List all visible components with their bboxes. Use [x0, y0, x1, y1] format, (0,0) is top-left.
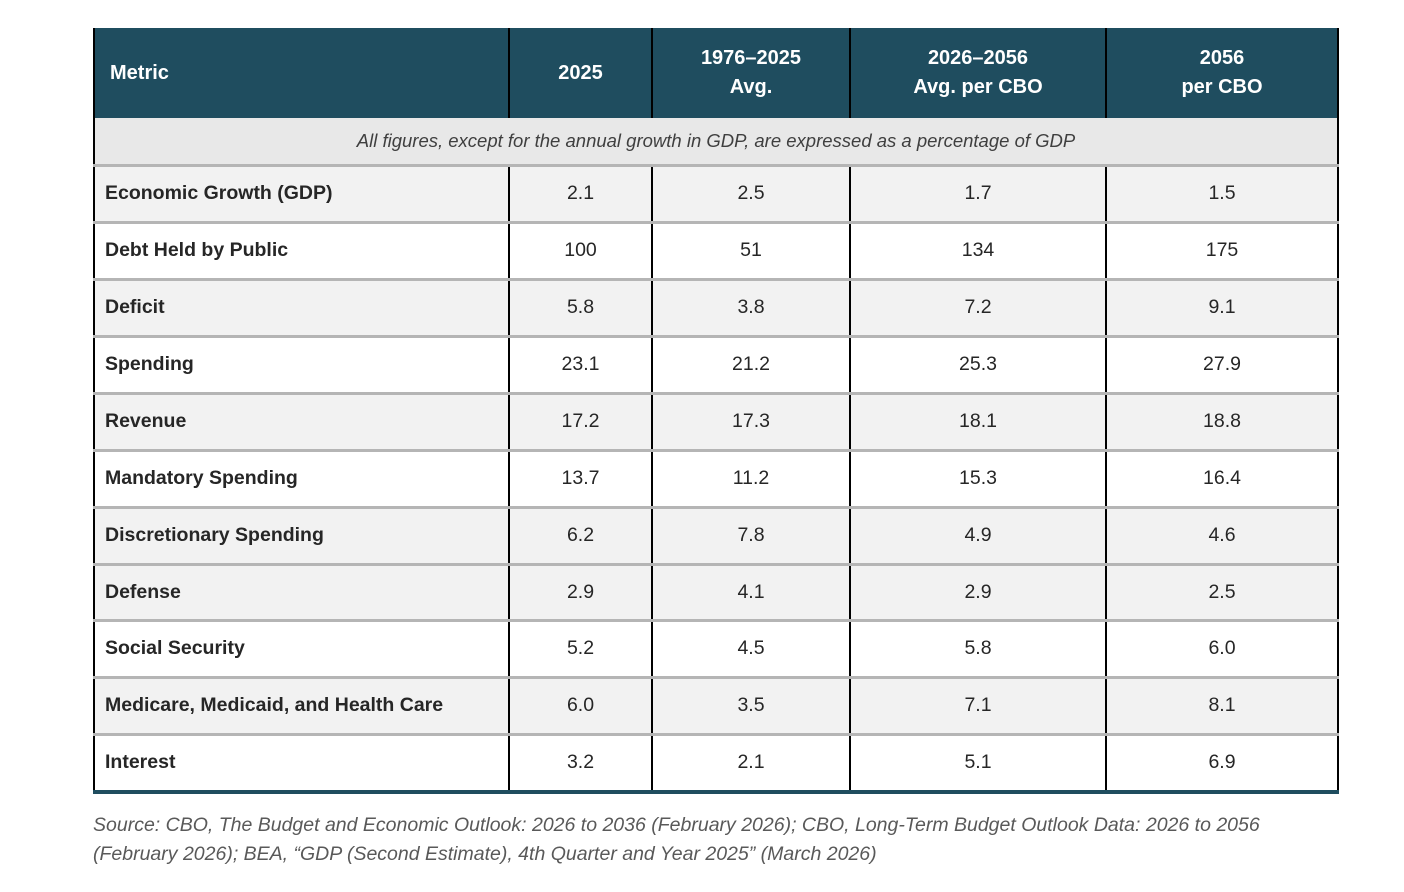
table-header: Metric 2025 1976–2025 Avg. 2026–2056 Avg… [94, 28, 1338, 118]
value-cell: 25.3 [849, 334, 1106, 394]
source-citation: Source: CBO, The Budget and Economic Out… [93, 814, 1260, 866]
value-cell: 4.1 [651, 562, 850, 621]
table-row: Mandatory Spending 13.7 11.2 15.3 16.4 [94, 448, 1338, 508]
column-header-label: 2025 [558, 61, 603, 84]
value-cell: 5.1 [849, 733, 1106, 793]
metric-cell: Revenue [94, 391, 509, 451]
metric-cell: Interest [94, 733, 509, 793]
table-row: Discretionary Spending 6.2 7.8 4.9 4.6 [94, 505, 1338, 564]
value-cell: 9.1 [1105, 277, 1338, 337]
value-cell: 100 [508, 220, 652, 280]
value-cell: 15.3 [849, 448, 1106, 508]
metric-label: Mandatory Spending [105, 466, 298, 489]
value-cell: 23.1 [508, 334, 652, 394]
value-cell: 3.2 [508, 733, 652, 793]
value-cell: 7.8 [651, 505, 850, 564]
value-cell: 17.2 [508, 391, 652, 451]
table-row: Defense 2.9 4.1 2.9 2.5 [94, 562, 1338, 621]
table-row: Interest 3.2 2.1 5.1 6.9 [94, 733, 1338, 793]
value-cell: 3.5 [651, 676, 850, 735]
value-cell: 5.2 [508, 619, 652, 678]
value-cell: 51 [651, 220, 850, 280]
value-cell: 4.6 [1105, 505, 1338, 564]
value-cell: 7.2 [849, 277, 1106, 337]
value-cell: 2.5 [651, 164, 850, 223]
metric-label: Deficit [105, 295, 165, 318]
metric-cell: Deficit [94, 277, 509, 337]
column-header-label: 2056 [1199, 47, 1245, 69]
metric-cell: Economic Growth (GDP) [94, 164, 509, 223]
metric-cell: Discretionary Spending [94, 505, 509, 564]
metric-label: Defense [105, 580, 181, 603]
table-row: Spending 23.1 21.2 25.3 27.9 [94, 334, 1338, 394]
column-header-label: 1976–2025 [700, 47, 802, 69]
table-row: Social Security 5.2 4.5 5.8 6.0 [94, 619, 1338, 678]
value-cell: 5.8 [508, 277, 652, 337]
value-cell: 21.2 [651, 334, 850, 394]
column-header-2056-cbo: 2056 per CBO [1105, 28, 1338, 118]
value-cell: 16.4 [1105, 448, 1338, 508]
metric-label: Revenue [105, 409, 187, 432]
metric-label: Medicare, Medicaid, and Health Care [105, 694, 444, 717]
metric-cell: Debt Held by Public [94, 220, 509, 280]
column-header-sublabel: Avg. per CBO [913, 76, 1043, 98]
column-header-1976-2025-avg: 1976–2025 Avg. [651, 28, 850, 118]
value-cell: 5.8 [849, 619, 1106, 678]
table-row: Debt Held by Public 100 51 134 175 [94, 220, 1338, 280]
value-cell: 27.9 [1105, 334, 1338, 394]
value-cell: 6.2 [508, 505, 652, 564]
column-header-2026-2056-avg-cbo: 2026–2056 Avg. per CBO [849, 28, 1106, 118]
column-header-label: 2026–2056 [927, 47, 1029, 69]
column-header-sublabel: per CBO [1181, 76, 1263, 98]
value-cell: 17.3 [651, 391, 850, 451]
value-cell: 7.1 [849, 676, 1106, 735]
table-note: All figures, except for the annual growt… [94, 118, 1338, 166]
header-row: Metric 2025 1976–2025 Avg. 2026–2056 Avg… [94, 28, 1338, 118]
value-cell: 6.0 [1105, 619, 1338, 678]
metric-label: Economic Growth (GDP) [105, 182, 333, 205]
value-cell: 175 [1105, 220, 1338, 280]
value-cell: 18.1 [849, 391, 1106, 451]
table-row: Revenue 17.2 17.3 18.1 18.8 [94, 391, 1338, 451]
metric-cell: Medicare, Medicaid, and Health Care [94, 676, 509, 735]
table-row: Deficit 5.8 3.8 7.2 9.1 [94, 277, 1338, 337]
value-cell: 4.5 [651, 619, 850, 678]
value-cell: 1.7 [849, 164, 1106, 223]
value-cell: 2.1 [651, 733, 850, 793]
value-cell: 2.9 [508, 562, 652, 621]
value-cell: 1.5 [1105, 164, 1338, 223]
table-body: All figures, except for the annual growt… [94, 118, 1338, 793]
metric-label: Discretionary Spending [105, 523, 324, 546]
column-header-sublabel: Avg. [729, 76, 773, 98]
value-cell: 6.9 [1105, 733, 1338, 793]
metric-label: Debt Held by Public [105, 238, 289, 261]
value-cell: 8.1 [1105, 676, 1338, 735]
value-cell: 4.9 [849, 505, 1106, 564]
column-header-metric: Metric [94, 28, 509, 118]
value-cell: 11.2 [651, 448, 850, 508]
value-cell: 3.8 [651, 277, 850, 337]
metric-cell: Social Security [94, 619, 509, 678]
table-row: Economic Growth (GDP) 2.1 2.5 1.7 1.5 [94, 164, 1338, 223]
column-header-2025: 2025 [508, 28, 652, 118]
budget-metrics-table: Metric 2025 1976–2025 Avg. 2026–2056 Avg… [93, 28, 1339, 795]
value-cell: 134 [849, 220, 1106, 280]
value-cell: 13.7 [508, 448, 652, 508]
table-note-row: All figures, except for the annual growt… [94, 118, 1338, 166]
value-cell: 6.0 [508, 676, 652, 735]
metric-label: Spending [105, 352, 194, 375]
metric-cell: Defense [94, 562, 509, 621]
value-cell: 2.5 [1105, 562, 1338, 621]
metric-label: Social Security [105, 637, 245, 660]
value-cell: 2.9 [849, 562, 1106, 621]
table-row: Medicare, Medicaid, and Health Care 6.0 … [94, 676, 1338, 735]
column-header-label: Metric [110, 61, 169, 84]
value-cell: 2.1 [508, 164, 652, 223]
metric-cell: Mandatory Spending [94, 448, 509, 508]
metric-cell: Spending [94, 334, 509, 394]
metric-label: Interest [105, 751, 176, 774]
value-cell: 18.8 [1105, 391, 1338, 451]
